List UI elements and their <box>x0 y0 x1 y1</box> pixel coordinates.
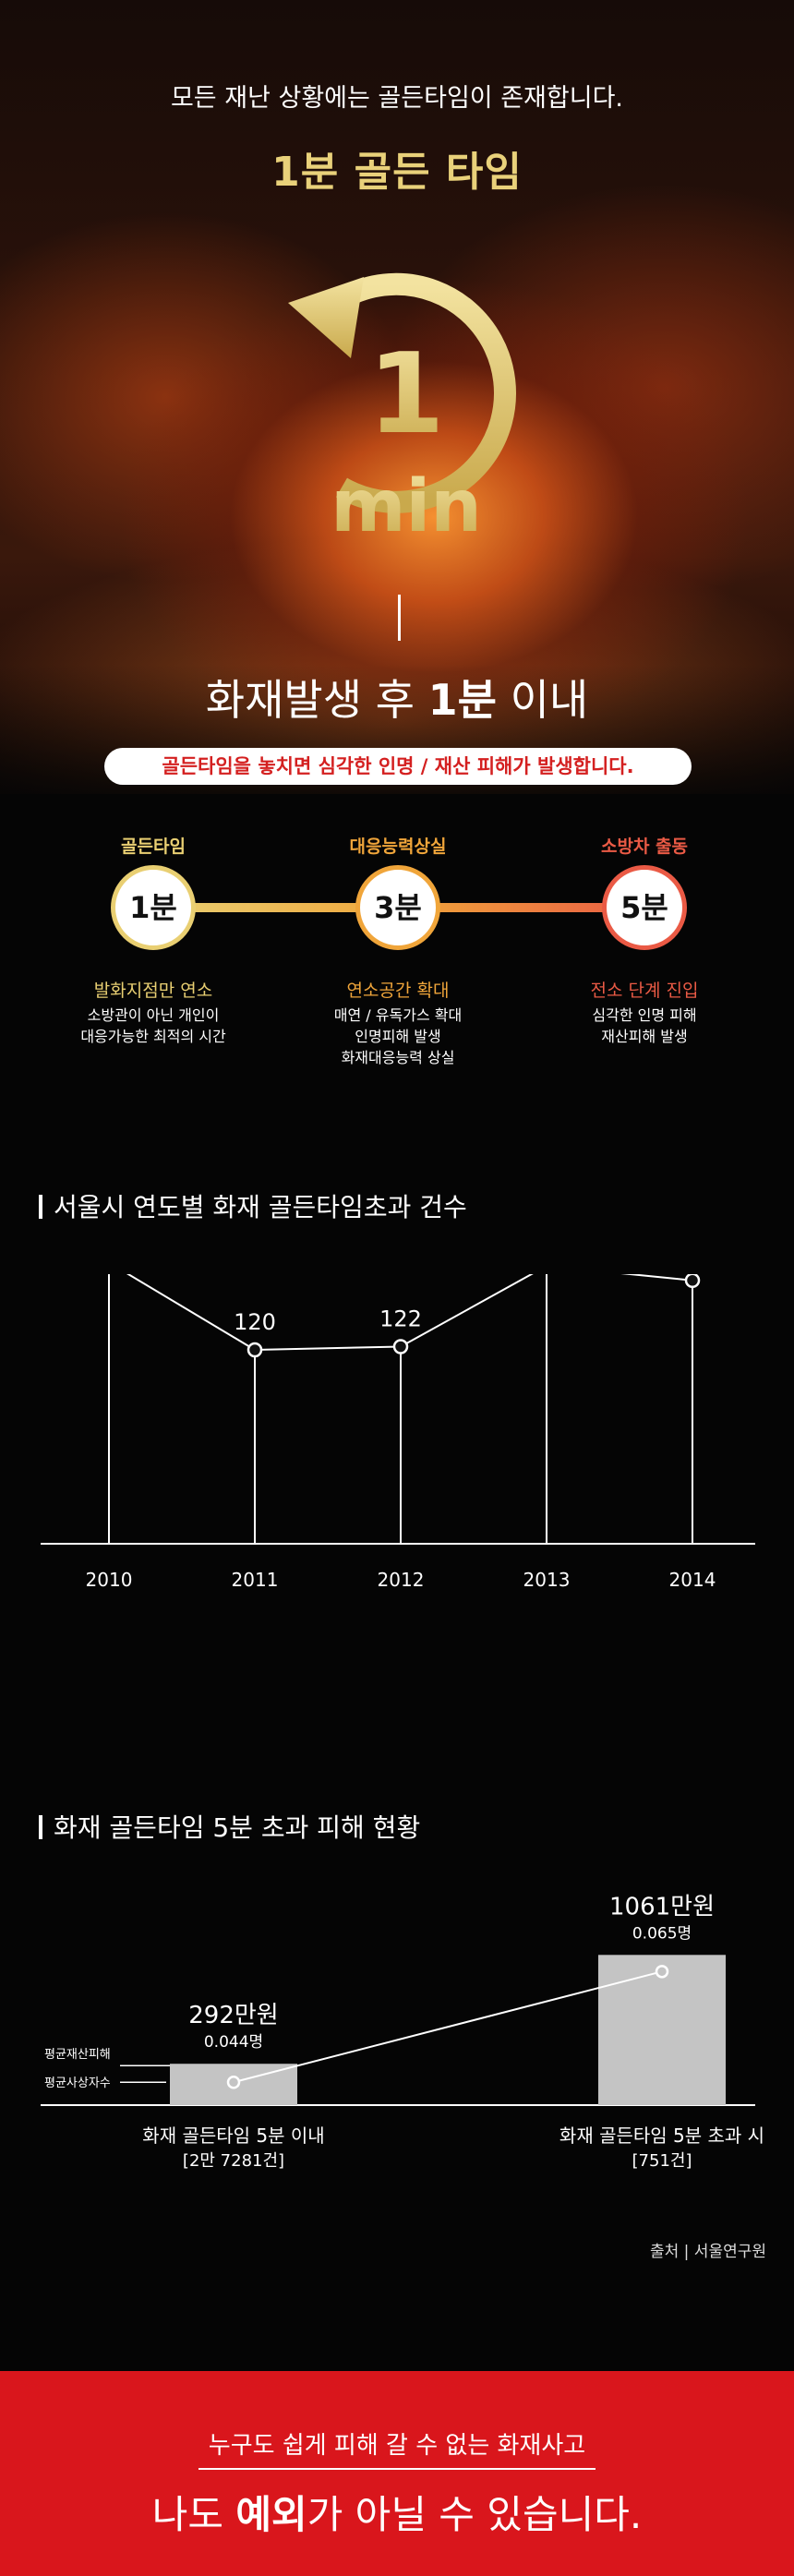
legend-property-label: 평균재산피해 <box>44 2048 111 2062</box>
bar <box>598 1955 726 2105</box>
chart2-title: 화재 골든타임 5분 초과 피해 현황 <box>39 1808 420 1845</box>
hero-background <box>0 0 794 794</box>
hero-fade <box>0 665 794 813</box>
title-bar-marker <box>39 1195 42 1219</box>
stage-label-dispatch: 소방차 출동 <box>600 837 688 857</box>
data-label: 120 <box>234 1309 276 1335</box>
stage-heading-golden: 발화지점만 연소 <box>93 981 213 1001</box>
divider-line <box>398 595 401 641</box>
footer-subtitle: 누구도 쉽게 피해 갈 수 없는 화재사고 <box>208 2432 586 2460</box>
stage-desc-line: 인명피해 발생 <box>355 1028 441 1045</box>
bar-sub-label: 0.065명 <box>632 1924 692 1943</box>
legend-casualty-label: 평균사상자수 <box>44 2076 111 2090</box>
stage-desc-line: 매연 / 유독가스 확대 <box>333 1006 463 1024</box>
stage-circle-1min: 1분 <box>111 865 196 950</box>
hero-title: 1분 골든 타임 <box>271 149 523 196</box>
chart1-title-text: 서울시 연도별 화재 골든타임초과 건수 <box>54 1192 467 1222</box>
clock-number: 1 <box>367 331 445 459</box>
arrow-head-icon <box>288 277 364 358</box>
data-point <box>392 1339 409 1354</box>
data-label: 122 <box>379 1306 422 1332</box>
clock-unit: min <box>331 465 482 548</box>
x-tick-label: 2013 <box>523 1569 571 1591</box>
stage-desc-line: 화재대응능력 상실 <box>341 1049 455 1066</box>
stage-desc-dispatch: 심각한 인명 피해 재산피해 발생 <box>524 1005 764 1047</box>
category-label: 화재 골든타임 5분 이내 <box>142 2125 324 2147</box>
category-note: [2만 7281건] <box>183 2151 284 2171</box>
stage-heading-dispatch: 전소 단계 진입 <box>590 981 699 1001</box>
casualty-trend-line <box>233 1970 663 2084</box>
casualty-point <box>226 2075 241 2089</box>
casualty-point <box>655 1965 669 1979</box>
bar-value-label: 292만원 <box>188 2002 278 2029</box>
stage-desc-loss: 매연 / 유독가스 확대 인명피해 발생 화재대응능력 상실 <box>278 1005 518 1068</box>
stage-circle-5min: 5분 <box>602 865 687 950</box>
stage-desc-line: 재산피해 발생 <box>601 1028 688 1045</box>
category-note: [751건] <box>632 2151 692 2171</box>
clock-arc <box>313 272 516 513</box>
footer-main-post: 가 아닐 수 있습니다. <box>307 2492 643 2537</box>
x-tick-label: 2012 <box>378 1569 425 1591</box>
stage-desc-golden: 소방관이 아닌 개인이 대응가능한 최적의 시간 <box>33 1005 273 1047</box>
source-note: 출처 | 서울연구원 <box>649 2243 766 2261</box>
category-label: 화재 골든타임 5분 초과 시 <box>559 2125 764 2147</box>
bar-value-label: 1061만원 <box>609 1893 715 1920</box>
data-point <box>247 1342 263 1358</box>
headline-pre: 화재발생 후 <box>205 675 428 725</box>
headline: 화재발생 후 1분 이내 <box>0 667 794 728</box>
stage-desc-line: 심각한 인명 피해 <box>592 1006 697 1024</box>
data-point <box>684 1274 701 1288</box>
footer-main: 나도 예외가 아닐 수 있습니다. <box>0 2484 794 2540</box>
x-tick-label: 2014 <box>669 1569 716 1591</box>
footer-main-pre: 나도 <box>151 2492 236 2537</box>
chart1-title: 서울시 연도별 화재 골든타임초과 건수 <box>39 1187 467 1224</box>
hero-subtitle: 모든 재난 상황에는 골든타임이 존재합니다. <box>170 84 624 113</box>
stage-circle-3min: 3분 <box>355 865 440 950</box>
warning-pill: 골든타임을 놓치면 심각한 인명 / 재산 피해가 발생합니다. <box>104 748 692 785</box>
chart2-title-text: 화재 골든타임 5분 초과 피해 현황 <box>54 1812 421 1843</box>
title-bar-marker <box>39 1815 42 1839</box>
line-chart: 17420101202011122201217220131632014 <box>41 1274 755 1591</box>
stage-label-loss: 대응능력상실 <box>349 837 447 857</box>
stage-desc-line: 대응가능한 최적의 시간 <box>80 1028 226 1045</box>
x-tick-label: 2010 <box>86 1569 133 1591</box>
bar-sub-label: 0.044명 <box>204 2033 263 2052</box>
footer-banner <box>0 2371 794 2576</box>
stage-heading-loss: 연소공간 확대 <box>346 981 450 1001</box>
footer-underline <box>198 2468 596 2470</box>
headline-bold: 1분 <box>427 675 497 725</box>
headline-post: 이내 <box>496 675 589 725</box>
stage-desc-line: 소방관이 아닌 개인이 <box>87 1006 220 1024</box>
one-minute-clock-icon: 1 min <box>288 272 516 548</box>
stage-label-golden: 골든타임 <box>121 837 186 857</box>
x-tick-label: 2011 <box>232 1569 279 1591</box>
footer-main-bold: 예외 <box>235 2492 307 2537</box>
